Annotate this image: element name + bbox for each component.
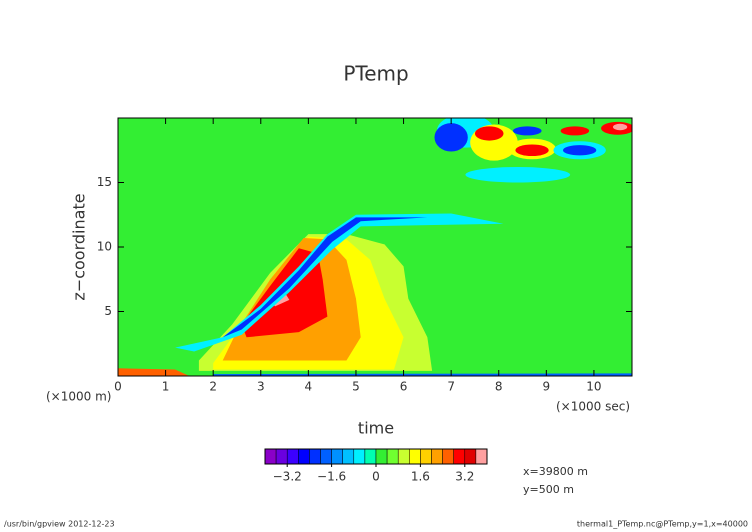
colorbar-cell — [386, 448, 399, 465]
x-tick-label: 3 — [257, 380, 265, 394]
x-tick-label: 1 — [162, 380, 170, 394]
x-tick-label: 5 — [352, 380, 360, 394]
colorbar-tick-label: 0 — [372, 470, 380, 484]
colorbar-cell — [353, 448, 366, 465]
colorbar-cell — [420, 448, 432, 465]
x-axis-label: time — [358, 419, 394, 438]
y-axis-label: z−coordinate — [70, 193, 89, 300]
colorbar-cell — [298, 448, 310, 465]
contour-region — [213, 373, 632, 376]
x-unit: (×1000 sec) — [556, 400, 630, 414]
chart-title: PTemp — [343, 62, 408, 86]
y-tick-label: 10 — [97, 240, 112, 254]
info-text: x=39800 m — [523, 465, 588, 478]
contour-region — [222, 217, 428, 338]
x-tick-label: 9 — [543, 380, 551, 394]
x-tick-label: 8 — [495, 380, 503, 394]
contour-region — [562, 145, 597, 156]
colorbar-cell — [309, 448, 321, 465]
colorbar-cell — [264, 448, 277, 465]
colorbar-cell — [320, 448, 332, 465]
colorbar-cell — [475, 448, 488, 465]
y-tick-label: 15 — [97, 175, 112, 189]
info-text: y=500 m — [523, 483, 574, 496]
colorbar-cell — [331, 448, 343, 465]
colorbar-tick-label: −3.2 — [273, 470, 302, 484]
colorbar-cell — [409, 448, 421, 465]
contour-region — [465, 167, 571, 183]
x-tick-label: 0 — [114, 380, 122, 394]
x-tick-label: 2 — [209, 380, 217, 394]
contour-region — [175, 213, 504, 352]
footer-right: thermal1_PTemp.nc@PTemp,y=1,x=40000 — [577, 520, 748, 529]
x-note: (×1000 m) — [46, 390, 111, 404]
contour-region — [118, 368, 190, 376]
x-tick-label: 7 — [447, 380, 455, 394]
footer-left: /usr/bin/gpview 2012-12-23 — [4, 520, 115, 529]
colorbar-cell — [375, 448, 388, 465]
contour-region — [612, 123, 628, 131]
colorbar-cell — [364, 448, 377, 465]
colorbar-cell — [342, 448, 355, 465]
contour-region — [560, 126, 590, 136]
colorbar-tick-label: 3.2 — [455, 470, 474, 484]
contour-region — [515, 144, 549, 157]
colorbar-cell — [275, 448, 288, 465]
contour-region — [513, 126, 542, 136]
contour-region — [474, 126, 504, 141]
y-tick-label: 5 — [104, 304, 112, 318]
colorbar-cell — [442, 448, 454, 465]
x-tick-label: 6 — [400, 380, 408, 394]
colorbar-cell — [286, 448, 299, 465]
colorbar-cell — [431, 448, 443, 465]
colorbar-tick-label: −1.6 — [317, 470, 346, 484]
x-tick-label: 10 — [586, 380, 601, 394]
x-tick-label: 4 — [305, 380, 313, 394]
colorbar-tick-label: 1.6 — [411, 470, 430, 484]
colorbar-cell — [453, 448, 466, 465]
contour-region — [434, 123, 468, 152]
colorbar-cell — [464, 448, 477, 465]
colorbar-cell — [397, 448, 410, 465]
